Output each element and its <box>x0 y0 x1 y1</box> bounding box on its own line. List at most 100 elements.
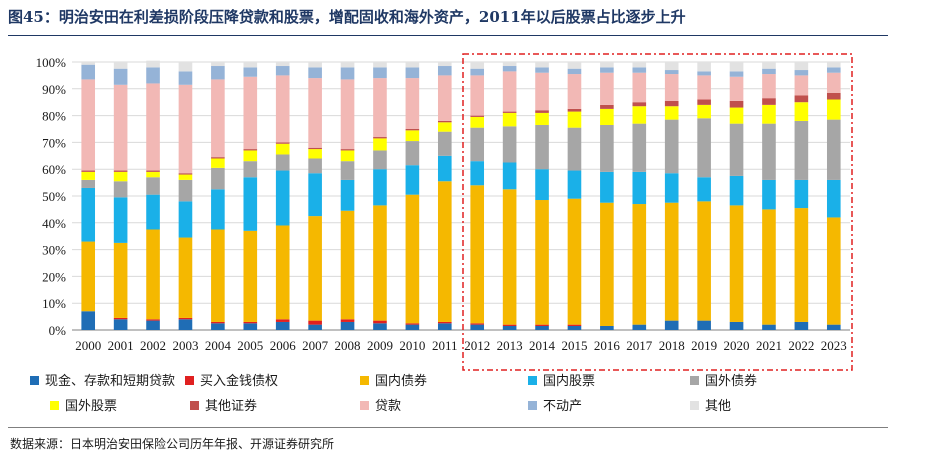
bar-segment <box>664 202 679 321</box>
legend-item: 国外股票 <box>50 399 117 414</box>
x-tick-label: 2016 <box>594 338 621 353</box>
bar-segment <box>178 84 193 174</box>
bar-stack-2008 <box>340 62 355 330</box>
x-tick-label: 2009 <box>367 338 393 353</box>
bar-segment <box>600 72 614 105</box>
legend-item: 国外债券 <box>690 373 757 389</box>
bar-segment <box>211 79 225 158</box>
bar-segment <box>697 62 711 72</box>
legend-label: 国外债券 <box>705 373 757 389</box>
bar-segment <box>113 197 128 243</box>
bar-segment <box>211 157 225 159</box>
bar-segment <box>502 66 517 72</box>
bar-segment <box>762 179 776 210</box>
bar-stack-2011 <box>437 62 452 330</box>
bar-segment <box>470 115 485 117</box>
bar-segment <box>664 100 679 107</box>
bar-segment <box>600 325 614 330</box>
bar-segment <box>81 179 96 188</box>
y-tick-label: 50% <box>42 189 66 204</box>
bar-segment <box>502 324 517 326</box>
bar-segment <box>81 241 96 312</box>
bar-segment <box>600 108 614 125</box>
y-tick-label: 0% <box>49 323 67 338</box>
x-tick-label: 2014 <box>529 338 556 353</box>
bar-segment <box>535 110 549 113</box>
bar-segment <box>113 317 128 320</box>
bar-segment <box>502 111 517 113</box>
x-tick-label: 2017 <box>626 338 653 353</box>
bar-segment <box>340 62 355 68</box>
bar-segment <box>697 71 711 76</box>
bar-segment <box>664 173 679 203</box>
bar-segment <box>405 62 420 68</box>
legend-item: 国内债券 <box>360 373 427 389</box>
bar-segment <box>405 194 420 324</box>
bar-stack-2010 <box>405 62 420 330</box>
bar-segment <box>567 68 582 75</box>
x-tick-label: 2006 <box>270 338 297 353</box>
bar-segment <box>664 320 679 330</box>
bar-stack-2013 <box>502 62 517 330</box>
legend-item: 不动产 <box>528 399 582 414</box>
bar-segment <box>567 74 582 109</box>
bar-segment <box>340 179 355 211</box>
y-tick-label: 100% <box>36 55 67 70</box>
bar-segment <box>794 62 809 71</box>
bar-segment <box>113 68 128 85</box>
bar-stack-2007 <box>308 62 322 330</box>
bar-stack-2020 <box>729 62 744 330</box>
bar-segment <box>437 131 452 156</box>
y-tick-label: 90% <box>42 82 66 97</box>
bar-segment <box>762 123 776 180</box>
x-tick-label: 2008 <box>335 338 361 353</box>
bar-segment <box>470 62 485 69</box>
bar-segment <box>535 62 549 68</box>
x-tick-label: 2002 <box>140 338 166 353</box>
bar-segment <box>211 321 225 324</box>
bar-segment <box>437 321 452 324</box>
bar-segment <box>243 149 258 151</box>
x-tick-label: 2004 <box>205 338 232 353</box>
legend-label: 贷款 <box>375 399 401 414</box>
bar-segment <box>762 74 776 99</box>
bar-segment <box>826 119 841 180</box>
bar-segment <box>729 107 744 124</box>
bar-segment <box>729 175 744 206</box>
bar-segment <box>437 75 452 121</box>
bar-segment <box>762 324 776 330</box>
bar-segment <box>794 95 809 103</box>
bar-segment <box>470 127 485 162</box>
bar-segment <box>567 127 582 171</box>
bar-segment <box>794 70 809 76</box>
bar-segment <box>502 189 517 325</box>
bar-segment <box>632 171 647 205</box>
bar-segment <box>794 321 809 330</box>
bar-segment <box>470 116 485 128</box>
bar-stack-2014 <box>535 62 549 330</box>
bar-segment <box>113 84 128 171</box>
bar-segment <box>405 67 420 79</box>
bar-segment <box>373 169 387 206</box>
bar-segment <box>826 92 841 100</box>
bar-segment <box>632 324 647 330</box>
bar-segment <box>502 112 517 127</box>
bar-segment <box>373 78 387 138</box>
bar-stack-2000 <box>81 62 96 330</box>
bar-segment <box>81 187 96 242</box>
bar-segment <box>437 181 452 322</box>
bar-segment <box>146 319 160 321</box>
bar-segment <box>113 181 128 198</box>
bar-segment <box>146 60 160 68</box>
bar-segment <box>178 317 193 320</box>
bar-segment <box>178 174 193 180</box>
bar-segment <box>211 62 225 67</box>
bar-segment <box>308 158 322 174</box>
bar-segment <box>81 79 96 171</box>
bar-segment <box>373 138 387 151</box>
legend-label: 国内股票 <box>543 373 595 389</box>
bar-stack-2006 <box>275 62 290 330</box>
bar-segment <box>437 155 452 182</box>
bar-segment <box>697 104 711 119</box>
x-tick-label: 2019 <box>691 338 717 353</box>
